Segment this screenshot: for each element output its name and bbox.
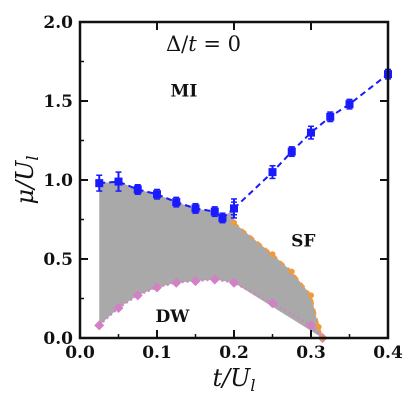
y-axis-title: μ/Ul (11, 155, 42, 204)
data-point-sf_lower (288, 268, 295, 275)
y-tick-label: 0.5 (43, 250, 73, 270)
x-axis-title-sub: l (250, 376, 255, 395)
x-tick-label: 0.3 (296, 343, 326, 363)
x-tick-label: 0.0 (65, 343, 95, 363)
data-point-sf_lower (231, 219, 237, 226)
plot-layer (99, 181, 323, 338)
data-point-upper_boundary (191, 204, 200, 213)
y-tick-label: 1.5 (43, 92, 73, 112)
y-tick-label: 0.0 (43, 329, 73, 349)
x-tick-label: 0.2 (219, 343, 249, 363)
data-point-sf_upper (307, 128, 315, 137)
data-point-lower_boundary (94, 320, 105, 331)
data-point-upper_boundary (218, 213, 227, 222)
y-axis-title-sub: l (23, 155, 42, 160)
data-point-lower_boundary (229, 277, 239, 288)
data-point-sf_upper (287, 147, 296, 156)
y-tick-label: 1.0 (43, 171, 73, 191)
region-label-sf: SF (291, 231, 315, 251)
data-point-upper_boundary (153, 190, 161, 199)
data-point-upper_boundary (133, 185, 142, 194)
data-point-upper_boundary (114, 177, 123, 186)
region-label-dw: DW (155, 307, 190, 327)
data-point-sf_upper (268, 168, 277, 177)
annotation-part: = 0 (197, 32, 241, 56)
data-point-upper_boundary (210, 207, 219, 216)
series-line-sf_upper (233, 73, 389, 210)
data-point-upper_boundary (172, 198, 181, 207)
data-point-sf_lower (315, 323, 322, 330)
data-point-lower_boundary (132, 290, 143, 301)
series-line-lower_boundary (98, 278, 324, 339)
data-point-lower_boundary (306, 320, 316, 331)
y-axis-title-main: μ/U (11, 160, 39, 205)
data-point-sf_lower (269, 251, 276, 258)
data-point-lower_boundary (113, 302, 124, 313)
region-label-mi: MI (171, 81, 198, 101)
data-point-sf_upper (230, 204, 238, 213)
data-point-lower_boundary (190, 276, 201, 287)
data-point-upper_boundary (95, 179, 104, 188)
data-point-lower_boundary (209, 274, 220, 285)
data-point-sf_lower (308, 292, 314, 299)
y-tick-label: 2.0 (43, 13, 73, 33)
x-axis-title-main: t/U (212, 364, 251, 392)
marks-layer (94, 68, 392, 343)
x-tick-label: 0.1 (142, 343, 172, 363)
annotation-part: Δ/ (166, 32, 189, 56)
annotation-delta-t: Δ/t = 0 (166, 32, 241, 56)
data-point-lower_boundary (267, 298, 278, 309)
x-tick-label: 0.4 (373, 343, 403, 363)
data-point-lower_boundary (171, 277, 182, 288)
shaded-dw-region (99, 181, 323, 338)
data-point-sf_upper (345, 100, 354, 109)
ticks-layer (78, 20, 390, 340)
labels-layer: 0.0 0.1 0.2 0.3 0.4 0.0 0.5 1.0 1.5 2.0 MI SF DW Δ/t … (11, 13, 403, 395)
data-point-sf_upper (326, 112, 335, 121)
data-point-lower_boundary (152, 282, 162, 293)
annotation-var: t (188, 32, 197, 56)
x-axis-title: t/Ul (212, 364, 255, 395)
